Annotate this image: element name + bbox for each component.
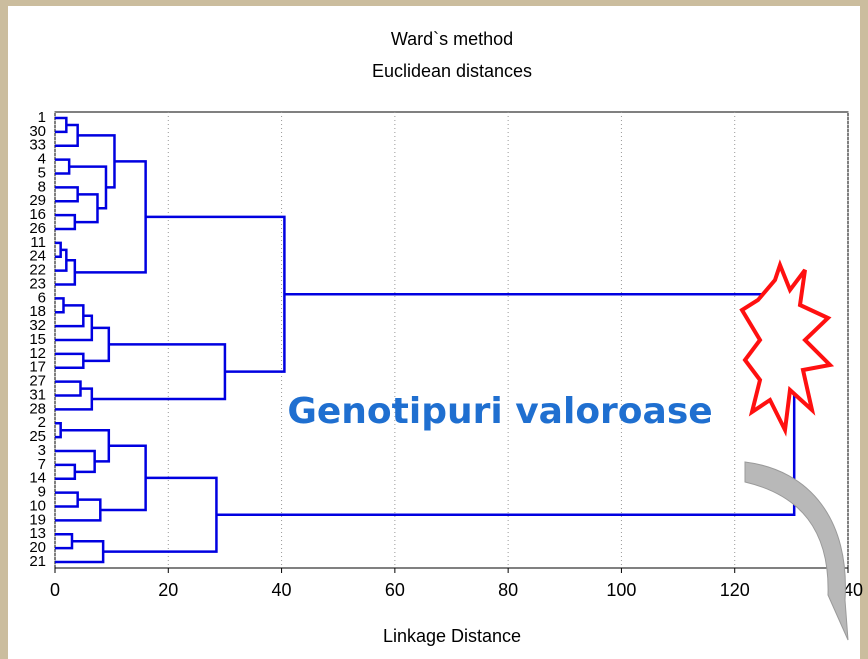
leaf-label: 19 (29, 511, 46, 528)
chart-subtitle: Euclidean distances (372, 61, 532, 81)
leaf-label: 23 (29, 275, 46, 292)
leaf-label: 11 (30, 234, 46, 251)
leaf-label: 8 (38, 178, 46, 195)
leaf-label: 6 (38, 289, 46, 306)
x-tick-label: 20 (158, 580, 178, 600)
link (55, 297, 65, 314)
leaf-label: 14 (29, 470, 46, 487)
leaf-label: 29 (29, 192, 46, 209)
leaf-label: 9 (38, 484, 46, 501)
leaf-label: 3 (38, 442, 46, 459)
leaf-label: 27 (29, 373, 46, 390)
leaf-label: 32 (29, 317, 46, 334)
leaf-label: 25 (29, 428, 46, 445)
leaf-label: 18 (29, 303, 46, 320)
link (55, 186, 79, 203)
leaf-label: 16 (29, 206, 46, 223)
leaf-label: 2 (38, 414, 46, 431)
leaf-label: 30 (29, 123, 46, 140)
leaf-label: 7 (38, 456, 46, 473)
link (55, 498, 102, 522)
link (55, 158, 71, 175)
leaf-label: 4 (38, 151, 46, 168)
leaf-label: 31 (29, 386, 46, 403)
x-tick-label: 0 (50, 580, 60, 600)
link (103, 476, 218, 553)
leaf-label: 13 (29, 525, 46, 542)
x-tick-label: 80 (498, 580, 518, 600)
arrow (744, 461, 849, 641)
panel (8, 6, 860, 659)
leaf-label: 28 (29, 400, 46, 417)
leaf-label: 12 (29, 345, 46, 362)
leaf-label: 1 (38, 109, 46, 126)
plot: 0 20 40 60 80 100 120 1401303345829162611242223… (29, 109, 863, 600)
link (55, 304, 85, 328)
link (55, 123, 79, 147)
x-tick-label: 40 (272, 580, 292, 600)
leaf-label: 24 (29, 248, 46, 265)
leaf-label: 20 (29, 539, 46, 556)
leaf-label: 26 (29, 220, 46, 237)
leaf-label: 15 (29, 331, 46, 348)
leaf-label: 10 (29, 497, 46, 514)
link (216, 293, 796, 516)
x-tick-label: 60 (385, 580, 405, 600)
x-tick-label: 100 (606, 580, 636, 600)
x-tick-label: 120 (720, 580, 750, 600)
leaf-label: 22 (29, 262, 46, 279)
leaf-label: 17 (29, 359, 46, 376)
link (55, 539, 105, 564)
link (55, 491, 79, 508)
leaf-label: 5 (38, 164, 46, 181)
leaf-label: 33 (29, 137, 46, 154)
leaf-label: 21 (29, 553, 46, 570)
link (55, 352, 85, 369)
x-axis-label: Linkage Distance (383, 626, 521, 646)
chart-title: Ward`s method (391, 29, 513, 49)
link (74, 193, 99, 224)
starburst (739, 259, 835, 437)
annotation: Genotipuri valoroase (287, 391, 712, 432)
